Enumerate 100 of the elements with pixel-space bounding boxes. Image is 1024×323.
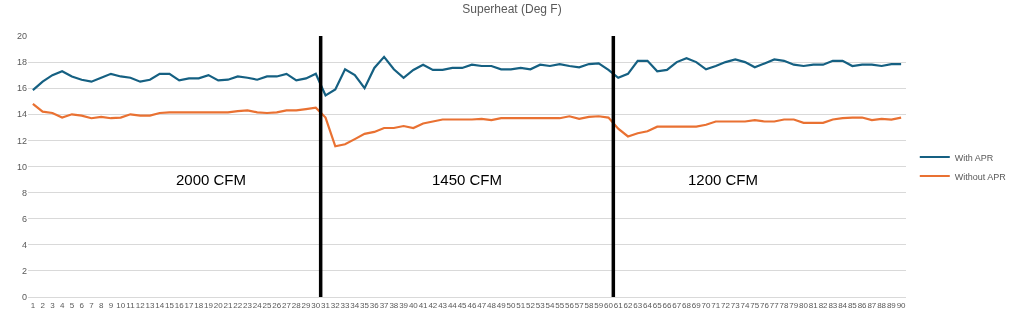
x-tick-label: 26 <box>272 300 282 310</box>
x-tick-label: 85 <box>847 300 858 310</box>
x-tick-label: 66 <box>662 300 672 310</box>
x-tick-label: 83 <box>828 300 838 310</box>
x-tick-label: 21 <box>223 300 233 310</box>
x-tick-label: 39 <box>399 300 409 310</box>
x-tick-label: 17 <box>184 300 194 310</box>
x-tick-label: 32 <box>330 300 341 310</box>
x-tick-label: 19 <box>204 300 214 310</box>
x-tick-label: 16 <box>174 300 185 310</box>
x-tick-label: 3 <box>50 300 56 310</box>
x-tick-label: 40 <box>408 300 419 310</box>
x-tick-label: 73 <box>730 300 741 310</box>
x-tick-label: 5 <box>69 300 75 310</box>
x-tick-label: 58 <box>584 300 594 310</box>
chart-title: Superheat (Deg F) <box>462 2 562 17</box>
y-tick-label: 12 <box>16 135 27 146</box>
x-tick-label: 43 <box>438 300 448 310</box>
x-tick-label: 14 <box>155 300 165 310</box>
x-tick-label: 63 <box>633 300 643 310</box>
line-series <box>31 55 903 97</box>
x-tick-label: 78 <box>779 300 790 310</box>
y-tick-label: 16 <box>16 83 27 94</box>
x-tick-label: 76 <box>760 300 770 310</box>
x-tick-label: 71 <box>711 300 721 310</box>
x-tick-label: 67 <box>672 300 682 310</box>
x-tick-label: 89 <box>886 300 897 310</box>
x-tick-label: 30 <box>311 300 321 310</box>
x-tick-label: 8 <box>98 300 104 310</box>
x-tick-label: 52 <box>525 300 536 310</box>
line-series <box>31 102 903 148</box>
x-tick-label: 22 <box>233 300 243 310</box>
x-tick-label: 65 <box>652 300 663 310</box>
x-tick-label: 84 <box>838 300 848 310</box>
x-tick-label: 27 <box>282 300 292 310</box>
x-tick-label: 13 <box>145 300 155 310</box>
x-tick-label: 44 <box>447 300 458 310</box>
x-tick-label: 34 <box>350 300 360 310</box>
x-tick-label: 51 <box>516 300 526 310</box>
x-tick-label: 82 <box>818 300 829 310</box>
x-tick-label: 70 <box>701 300 712 310</box>
x-tick-label: 35 <box>360 300 370 310</box>
x-tick-label: 57 <box>574 300 585 310</box>
x-tick-label: 88 <box>877 300 887 310</box>
x-tick-label: 38 <box>389 300 399 310</box>
x-tick-label: 25 <box>262 300 273 310</box>
x-tick-label: 79 <box>789 300 799 310</box>
y-tick-label: 14 <box>16 109 27 120</box>
y-tick-label: 2 <box>21 266 27 277</box>
x-tick-label: 64 <box>643 300 653 310</box>
x-tick-label: 55 <box>555 300 565 310</box>
x-tick-label: 48 <box>486 300 497 310</box>
x-tick-label: 23 <box>243 300 253 310</box>
annotation: 1200 CFM <box>688 171 759 188</box>
x-tick-label: 87 <box>867 300 877 310</box>
x-tick-label: 10 <box>116 300 126 310</box>
y-tick-label: 0 <box>21 292 27 303</box>
x-tick-label: 47 <box>477 300 487 310</box>
y-tick-label: 8 <box>21 187 27 198</box>
x-tick-label: 49 <box>496 300 507 310</box>
x-tick-label: 46 <box>467 300 477 310</box>
y-tick-label: 4 <box>21 239 27 250</box>
annotation: 1450 CFM <box>432 171 503 188</box>
x-tick-label: 69 <box>691 300 702 310</box>
x-tick-label: 1 <box>30 300 36 310</box>
x-tick-label: 29 <box>301 300 312 310</box>
x-tick-label: 37 <box>379 300 390 310</box>
x-tick-label: 60 <box>604 300 614 310</box>
x-tick-label: 31 <box>321 300 331 310</box>
x-tick-label: 12 <box>135 300 146 310</box>
x-tick-label: 86 <box>857 300 868 310</box>
y-tick-label: 18 <box>16 57 27 68</box>
x-tick-label: 9 <box>108 300 114 310</box>
x-tick-label: 75 <box>750 300 760 310</box>
x-tick-label: 59 <box>594 300 604 310</box>
x-tick-label: 20 <box>213 300 224 310</box>
x-tick-label: 50 <box>506 300 516 310</box>
legend-label: Without APR <box>954 171 1007 182</box>
x-tick-label: 90 <box>896 300 907 310</box>
x-tick-label: 4 <box>59 300 65 310</box>
x-tick-label: 45 <box>457 300 468 310</box>
y-tick-label: 20 <box>16 31 27 42</box>
x-tick-label: 36 <box>369 300 380 310</box>
x-tick-label: 24 <box>252 300 263 310</box>
x-tick-label: 72 <box>721 300 731 310</box>
x-tick-label: 6 <box>79 300 85 310</box>
x-tick-label: 15 <box>165 300 175 310</box>
x-tick-label: 56 <box>564 300 575 310</box>
x-tick-label: 33 <box>340 300 351 310</box>
x-tick-label: 53 <box>535 300 546 310</box>
x-tick-label: 77 <box>769 300 780 310</box>
x-tick-label: 28 <box>291 300 302 310</box>
x-tick-label: 7 <box>89 300 95 310</box>
y-tick-label: 6 <box>21 213 27 224</box>
x-tick-label: 74 <box>740 300 751 310</box>
x-tick-label: 2 <box>40 300 46 310</box>
x-tick-label: 68 <box>682 300 692 310</box>
legend-label: With APR <box>954 152 994 163</box>
x-tick-label: 81 <box>808 300 819 310</box>
x-tick-label: 18 <box>194 300 204 310</box>
